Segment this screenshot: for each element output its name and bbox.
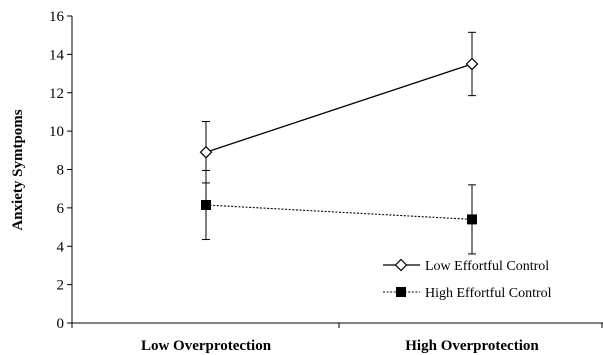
data-point xyxy=(201,199,211,210)
series-line xyxy=(205,204,473,220)
axes: 0 2 4 6 8 10 12 14 16 Low Overprotection High Over… xyxy=(49,9,603,354)
data-point xyxy=(467,214,477,225)
y-tick-label: 10 xyxy=(49,124,64,140)
legend-marker xyxy=(394,258,408,272)
x-category-label: Low Overprotection xyxy=(141,338,272,354)
series-line xyxy=(205,63,473,153)
legend-item-2: High Effortful Control xyxy=(383,286,552,301)
legend-label: Low Effortful Control xyxy=(425,259,549,274)
y-tick-label: 8 xyxy=(57,163,65,179)
y-tick-label: 16 xyxy=(49,9,65,25)
legend-item-1: Low Effortful Control xyxy=(383,258,549,274)
series-1 xyxy=(199,31,479,184)
data-point xyxy=(465,57,479,71)
legend-label: High Effortful Control xyxy=(425,286,552,301)
y-tick-label: 4 xyxy=(57,239,65,255)
y-tick-label: 14 xyxy=(49,47,65,63)
y-tick-label: 0 xyxy=(57,316,65,332)
legend: Low Effortful Control High Effortful Cont… xyxy=(383,258,552,301)
y-axis-title: Anxiety Symtpoms xyxy=(10,109,26,230)
series-layer xyxy=(199,31,479,255)
data-point xyxy=(199,145,213,159)
y-tick-label: 12 xyxy=(49,86,64,102)
x-category-label: High Overprotection xyxy=(405,338,539,354)
y-tick-label: 6 xyxy=(57,201,65,217)
y-tick-label: 2 xyxy=(57,278,65,294)
series-2 xyxy=(201,169,477,255)
legend-marker xyxy=(396,287,406,297)
